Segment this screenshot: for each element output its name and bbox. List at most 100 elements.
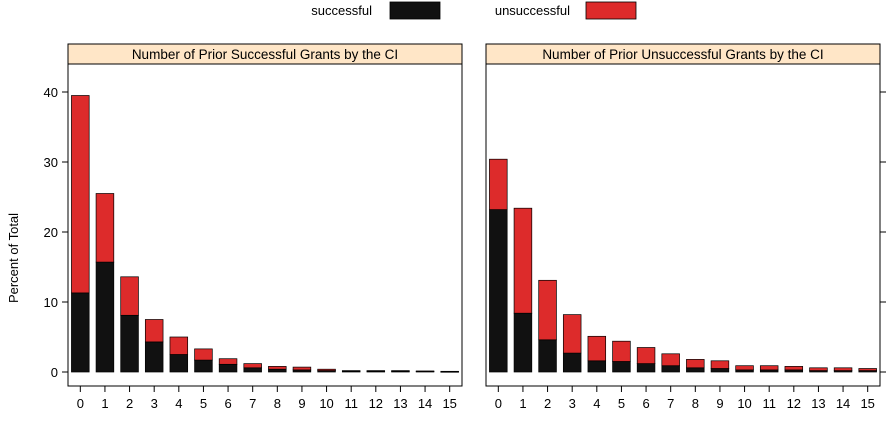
x-tick-label: 1 (101, 396, 108, 411)
x-tick-label: 5 (200, 396, 207, 411)
bar-successful-3 (562, 352, 582, 373)
bar-unsuccessful-0 (71, 95, 90, 294)
legend-label-unsuccessful: unsuccessful (495, 3, 570, 18)
bar-unsuccessful-7 (661, 353, 680, 367)
bar-successful-8 (268, 368, 287, 373)
bar-unsuccessful-8 (686, 359, 705, 369)
bar-successful-3 (144, 341, 164, 373)
bar-unsuccessful-13 (391, 370, 410, 372)
bar-successful-1 (513, 312, 533, 373)
bar-successful-7 (661, 365, 680, 373)
bar-unsuccessful-10 (317, 368, 336, 371)
bar-successful-4 (587, 360, 607, 373)
x-tick-label: 13 (393, 396, 407, 411)
panel-1: Number of Prior Successful Grants by the… (44, 43, 463, 411)
y-tick-label: 40 (44, 85, 58, 100)
bar-successful-7 (243, 367, 262, 373)
legend: successful unsuccessful (311, 1, 637, 20)
bar-unsuccessful-5 (612, 340, 631, 362)
x-tick-label: 14 (836, 396, 850, 411)
y-axis-label: Percent of Total (6, 213, 21, 303)
bar-successful-6 (636, 363, 656, 373)
plot-frame (485, 63, 881, 387)
panel-title: Number of Prior Unsuccessful Grants by t… (542, 47, 823, 62)
x-tick-label: 0 (495, 396, 502, 411)
bar-unsuccessful-15 (440, 370, 459, 373)
bar-unsuccessful-6 (218, 358, 238, 365)
plot-frame (67, 63, 463, 387)
y-tick-label: 0 (51, 365, 58, 380)
x-tick-label: 4 (593, 396, 600, 411)
x-tick-label: 1 (519, 396, 526, 411)
y-tick-label: 10 (44, 295, 58, 310)
bar-successful-6 (218, 363, 238, 373)
bar-unsuccessful-7 (243, 363, 262, 369)
bar-unsuccessful-2 (538, 279, 557, 341)
bar-unsuccessful-8 (268, 366, 287, 370)
legend-swatch-unsuccessful (585, 1, 637, 20)
bar-successful-8 (686, 367, 705, 373)
x-tick-label: 9 (298, 396, 305, 411)
bar-unsuccessful-9 (292, 366, 312, 371)
x-tick-label: 10 (737, 396, 751, 411)
panels: Number of Prior Successful Grants by the… (44, 43, 886, 411)
bar-unsuccessful-13 (809, 367, 828, 371)
x-tick-label: 3 (569, 396, 576, 411)
x-tick-label: 13 (811, 396, 825, 411)
bar-successful-5 (194, 359, 213, 373)
bar-successful-2 (538, 339, 557, 373)
x-tick-label: 11 (762, 396, 776, 411)
bar-unsuccessful-11 (759, 365, 779, 371)
x-tick-label: 10 (319, 396, 333, 411)
x-tick-label: 12 (787, 396, 801, 411)
x-tick-label: 9 (716, 396, 723, 411)
x-tick-label: 15 (860, 396, 874, 411)
x-tick-label: 7 (249, 396, 256, 411)
bar-unsuccessful-11 (341, 370, 361, 372)
bar-unsuccessful-15 (858, 368, 877, 371)
bar-unsuccessful-1 (513, 207, 533, 314)
x-tick-label: 8 (274, 396, 281, 411)
y-tick-label: 30 (44, 155, 58, 170)
bar-successful-1 (95, 261, 115, 373)
bar-unsuccessful-3 (144, 319, 164, 343)
bar-unsuccessful-12 (784, 366, 804, 371)
x-tick-label: 15 (442, 396, 456, 411)
bar-unsuccessful-2 (120, 276, 139, 316)
legend-swatch-successful (389, 1, 441, 20)
x-tick-label: 14 (418, 396, 432, 411)
x-tick-label: 7 (667, 396, 674, 411)
bar-unsuccessful-4 (587, 335, 607, 362)
x-tick-label: 2 (126, 396, 133, 411)
bar-unsuccessful-1 (95, 193, 115, 263)
x-tick-label: 6 (642, 396, 649, 411)
x-tick-label: 5 (618, 396, 625, 411)
bar-unsuccessful-14 (833, 367, 853, 371)
bar-unsuccessful-14 (415, 370, 435, 372)
bar-unsuccessful-4 (169, 336, 189, 355)
x-tick-label: 2 (544, 396, 551, 411)
panel-title: Number of Prior Successful Grants by the… (132, 47, 398, 62)
x-tick-label: 12 (369, 396, 383, 411)
bar-successful-9 (710, 368, 730, 373)
panel-2: Number of Prior Unsuccessful Grants by t… (485, 43, 886, 411)
bar-unsuccessful-10 (735, 365, 754, 371)
x-tick-label: 6 (224, 396, 231, 411)
bar-successful-2 (120, 314, 139, 373)
x-tick-label: 3 (151, 396, 158, 411)
bar-successful-5 (612, 361, 631, 373)
bar-unsuccessful-5 (194, 348, 213, 361)
bar-unsuccessful-0 (489, 158, 508, 210)
bar-unsuccessful-6 (636, 347, 656, 364)
bar-successful-0 (71, 292, 90, 373)
bar-unsuccessful-12 (366, 370, 386, 372)
x-tick-label: 4 (175, 396, 182, 411)
bar-unsuccessful-9 (710, 360, 730, 369)
legend-label-successful: successful (311, 3, 372, 18)
bar-unsuccessful-3 (562, 314, 582, 354)
bar-successful-0 (489, 209, 508, 373)
x-tick-label: 8 (692, 396, 699, 411)
bar-successful-4 (169, 354, 189, 373)
